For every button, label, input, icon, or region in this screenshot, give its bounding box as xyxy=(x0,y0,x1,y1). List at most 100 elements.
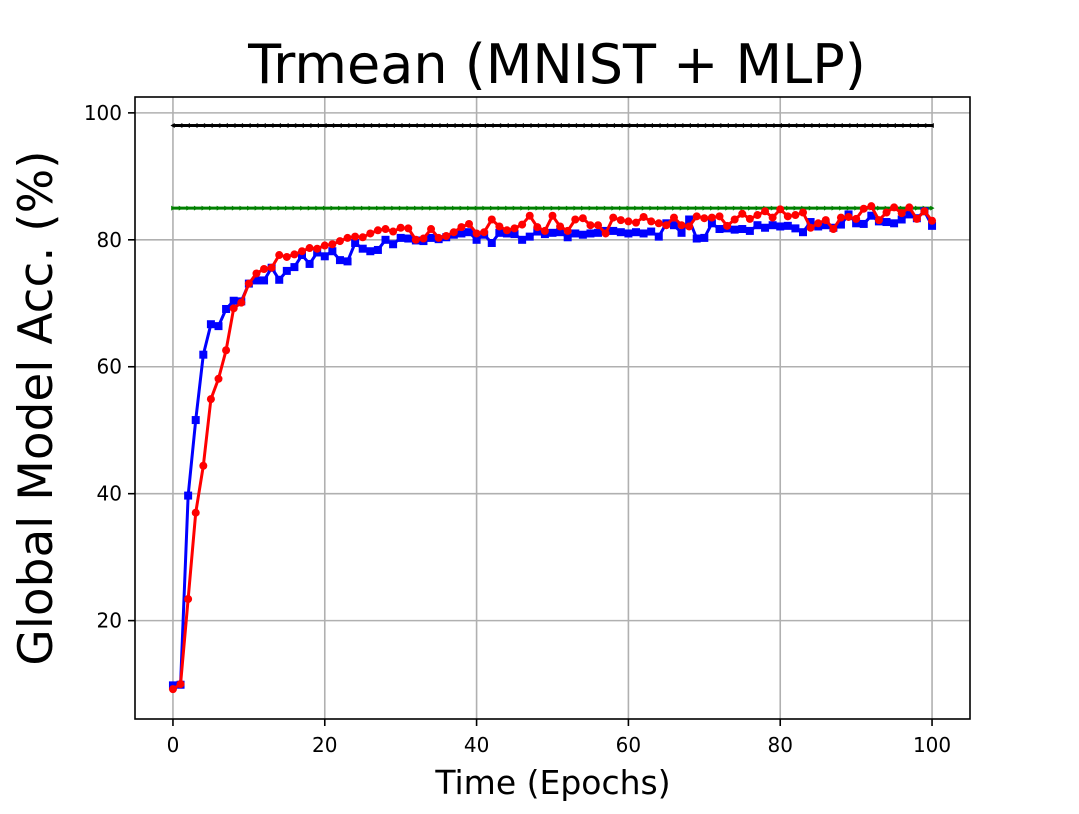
data-point xyxy=(906,123,912,129)
data-point xyxy=(277,205,282,211)
data-point xyxy=(360,123,365,129)
data-point xyxy=(223,123,228,129)
data-point xyxy=(777,123,783,129)
data-point xyxy=(912,214,921,223)
data-point xyxy=(512,205,518,211)
data-point xyxy=(656,123,661,129)
data-point xyxy=(290,263,299,272)
chart-title: Trmean (MNIST + MLP) xyxy=(247,33,866,96)
data-point xyxy=(260,265,269,274)
data-point xyxy=(452,205,457,211)
data-point xyxy=(928,216,937,225)
data-point xyxy=(193,123,198,129)
data-point xyxy=(672,205,677,211)
data-point xyxy=(717,123,722,129)
data-point xyxy=(586,229,595,238)
data-point xyxy=(525,232,534,241)
data-point xyxy=(335,237,344,246)
data-point xyxy=(290,250,299,259)
data-point xyxy=(505,205,510,211)
data-point xyxy=(398,123,403,129)
data-point xyxy=(791,211,800,220)
data-point xyxy=(191,416,200,425)
data-point xyxy=(844,212,853,221)
data-point xyxy=(216,123,221,129)
data-point xyxy=(874,216,883,225)
data-point xyxy=(770,205,776,211)
data-point xyxy=(366,229,375,238)
data-point xyxy=(868,123,874,129)
data-point xyxy=(563,233,572,242)
data-point xyxy=(905,203,914,212)
y-tick-label: 80 xyxy=(97,228,122,252)
data-point xyxy=(375,123,380,129)
data-point xyxy=(626,205,631,211)
data-point xyxy=(366,247,375,256)
data-point xyxy=(647,227,656,236)
data-point xyxy=(587,123,593,129)
data-point xyxy=(299,123,304,129)
data-point xyxy=(214,322,223,331)
data-point xyxy=(581,205,586,211)
data-point xyxy=(823,123,828,129)
data-point xyxy=(247,205,252,211)
data-point xyxy=(586,221,595,230)
data-point xyxy=(451,123,456,129)
data-point xyxy=(396,233,405,242)
data-point xyxy=(320,241,329,250)
x-tick-label: 0 xyxy=(167,733,180,757)
data-point xyxy=(284,123,289,129)
data-point xyxy=(351,232,360,241)
data-point xyxy=(224,205,229,211)
data-point xyxy=(656,205,662,211)
data-point xyxy=(254,205,259,211)
data-point xyxy=(229,304,238,313)
data-point xyxy=(314,123,319,129)
data-point xyxy=(770,123,775,129)
data-point xyxy=(322,205,328,211)
data-point xyxy=(191,508,200,517)
data-point xyxy=(625,123,631,129)
data-point xyxy=(184,491,193,500)
data-point xyxy=(700,233,709,242)
data-point xyxy=(328,240,337,249)
data-point xyxy=(489,205,495,211)
data-point xyxy=(830,123,836,129)
data-point xyxy=(510,230,519,239)
data-point xyxy=(884,123,889,129)
data-point xyxy=(557,123,562,129)
data-point xyxy=(556,222,565,231)
y-tick-label: 60 xyxy=(97,355,122,379)
data-point xyxy=(444,205,449,211)
data-point xyxy=(458,123,464,129)
data-point xyxy=(641,205,647,211)
data-point xyxy=(487,215,496,224)
data-point xyxy=(495,222,504,231)
data-point xyxy=(520,205,525,211)
data-point xyxy=(821,221,830,230)
data-point xyxy=(588,205,593,211)
data-point xyxy=(315,205,320,211)
data-point xyxy=(282,266,291,275)
y-tick-label: 20 xyxy=(97,609,122,633)
data-point xyxy=(489,123,494,129)
data-point xyxy=(231,205,237,211)
data-point xyxy=(414,205,419,211)
data-point xyxy=(611,205,616,211)
data-point xyxy=(275,251,284,260)
data-point xyxy=(465,219,473,228)
data-point xyxy=(253,123,259,129)
data-point xyxy=(928,221,937,230)
data-point xyxy=(533,223,542,232)
x-tick-label: 60 xyxy=(616,733,641,757)
data-point xyxy=(298,247,306,256)
data-point xyxy=(184,595,193,604)
data-point xyxy=(732,123,737,129)
data-point xyxy=(745,226,754,235)
x-tick-label: 80 xyxy=(768,733,793,757)
data-point xyxy=(609,213,618,222)
data-point xyxy=(687,205,692,211)
data-point xyxy=(821,216,830,225)
